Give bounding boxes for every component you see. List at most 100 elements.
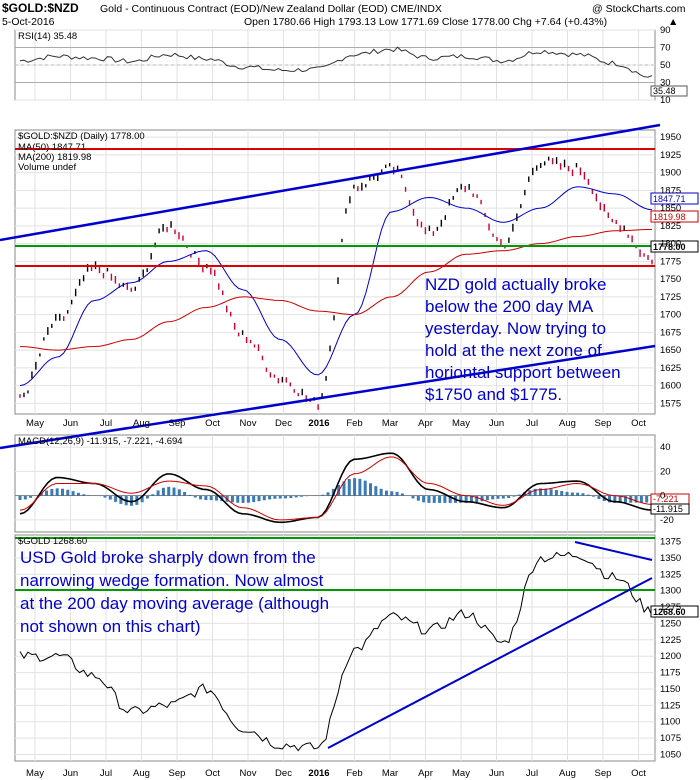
- macd-histogram-bar: [554, 490, 558, 496]
- x-tick-label: Mar: [382, 418, 398, 429]
- x-tick-label: Feb: [346, 418, 362, 429]
- axis-ticks: May May Jun Jun Jul Jul Aug Aug Sep Sep Oct Oct Nov N…: [26, 25, 681, 779]
- macd-histogram-bar: [517, 494, 521, 496]
- macd-histogram-bar: [496, 495, 500, 499]
- x-tick-label: Aug: [559, 418, 576, 429]
- x-tick-label: Sep: [595, 418, 612, 429]
- ma200-line: [20, 228, 653, 351]
- usd-annotation-line: USD Gold broke sharply down from the: [20, 548, 316, 567]
- macd-histogram-bar: [268, 495, 272, 500]
- rsi-y-tick: 90: [660, 25, 671, 36]
- x-tick-label: May: [26, 768, 44, 779]
- change-up-icon: ▲: [668, 16, 678, 28]
- macd-histogram-bar: [289, 495, 293, 498]
- macd-y-tick: 40: [660, 442, 671, 453]
- gold-title: $GOLD 1268.60: [18, 536, 87, 547]
- macd-histogram-bar: [608, 495, 612, 503]
- ma50-last-label: 1847.71: [653, 194, 686, 204]
- macd-histogram-bar: [485, 495, 489, 501]
- macd-histogram-bar: [156, 490, 160, 496]
- rsi-y-tick: 30: [660, 78, 671, 89]
- gold-y-tick: 1175: [660, 668, 680, 679]
- macd-title: MACD(12,26,9) -11.915, -7.221, -4.694: [18, 436, 183, 447]
- macd-histogram-bar: [400, 493, 404, 496]
- price-y-tick: 1925: [660, 150, 681, 161]
- macd-signal-label: -7.221: [653, 494, 679, 504]
- x-tick-label: Aug: [133, 768, 150, 779]
- macd-panel: [14, 434, 656, 533]
- macd-histogram-bar: [512, 495, 516, 497]
- nzd-annotation-line: hold at the next zone of: [425, 341, 602, 360]
- nzd-annotation: NZD gold actually broke below the 200 da…: [425, 275, 621, 404]
- macd-histogram-bar: [475, 495, 479, 503]
- macd-histogram-bar: [262, 495, 266, 501]
- macd-histogram-bar: [576, 492, 580, 496]
- macd-histogram-bar: [422, 495, 426, 503]
- nzd-annotation-line: horiontal support between: [425, 363, 621, 382]
- macd-histogram-bar: [278, 495, 282, 499]
- x-tick-label: Jul: [100, 418, 112, 429]
- usd-annotation-line: narrowing wedge formation. Now almost: [20, 571, 324, 590]
- gold-y-tick: 1125: [660, 700, 680, 711]
- price-y-tick: 1750: [660, 274, 681, 285]
- price-y-tick: 1650: [660, 345, 681, 356]
- macd-histogram-bar: [241, 495, 245, 503]
- gold-y-tick: 1100: [660, 717, 680, 728]
- macd-histogram-bar: [416, 495, 420, 501]
- macd-histogram-bar: [448, 495, 452, 503]
- gold-rising-trendline: [327, 577, 653, 749]
- macd-histogram-bar: [586, 494, 590, 496]
- x-tick-label: Feb: [346, 768, 362, 779]
- macd-histogram-bar: [273, 495, 277, 499]
- macd-histogram-bar: [183, 491, 187, 496]
- macd-histogram-bar: [230, 495, 234, 503]
- macd-histogram-bar: [326, 492, 330, 496]
- macd-histogram-bar: [459, 495, 463, 503]
- gold-y-tick: 1075: [660, 733, 681, 744]
- rsi-title: RSI(14) 35.48: [18, 31, 77, 42]
- macd-line: [19, 452, 653, 524]
- macd-histogram-bar: [374, 486, 378, 496]
- macd-histogram-bar: [342, 481, 346, 496]
- gold-panel: [14, 534, 656, 762]
- x-tick-label: Sep: [169, 418, 186, 429]
- macd-histogram-bar: [161, 487, 165, 496]
- gold-price-line: [19, 551, 653, 752]
- macd-histogram-bar: [193, 495, 197, 498]
- macd-histogram-bar: [369, 483, 373, 496]
- macd-histogram-bar: [411, 495, 415, 499]
- price-y-tick: 1725: [660, 292, 681, 303]
- macd-histogram-bar: [623, 495, 627, 503]
- macd-histogram-bar: [66, 489, 70, 496]
- macd-histogram-bar: [347, 479, 351, 496]
- macd-histogram-bar: [464, 495, 468, 503]
- x-tick-label: Jun: [63, 768, 78, 779]
- gold-y-tick: 1350: [660, 553, 681, 564]
- macd-histogram-bar: [119, 495, 123, 504]
- x-tick-label: Nov: [240, 768, 257, 779]
- macd-histogram-bar: [501, 495, 505, 499]
- price-y-tick: 1675: [660, 327, 681, 338]
- macd-histogram-bar: [50, 488, 54, 496]
- macd-histogram-bar: [177, 489, 181, 496]
- macd-histogram-bar: [103, 495, 107, 498]
- price-y-tick: 1625: [660, 363, 681, 374]
- rsi-line: [19, 46, 653, 78]
- rsi-y-tick: 50: [660, 60, 671, 71]
- gold-y-tick: 1050: [660, 749, 681, 760]
- macd-histogram-bar: [236, 495, 240, 503]
- macd-y-tick: 0: [660, 491, 665, 502]
- close-last-label: 1778.00: [653, 242, 686, 252]
- x-tick-label: Aug: [133, 418, 150, 429]
- macd-histogram-bar: [438, 495, 442, 503]
- macd-histogram-bar: [491, 495, 495, 500]
- legend-volume: Volume undef: [18, 162, 76, 173]
- macd-histogram-bar: [321, 494, 325, 496]
- lower-trendline: [0, 344, 656, 450]
- macd-histogram-bar: [29, 495, 33, 498]
- symbol-description: Gold - Continuous Contract (EOD)/New Zea…: [100, 3, 442, 15]
- rsi-last-label: 35.48: [653, 86, 676, 96]
- macd-histogram-bar: [151, 494, 155, 496]
- macd-histogram-bar: [538, 488, 542, 496]
